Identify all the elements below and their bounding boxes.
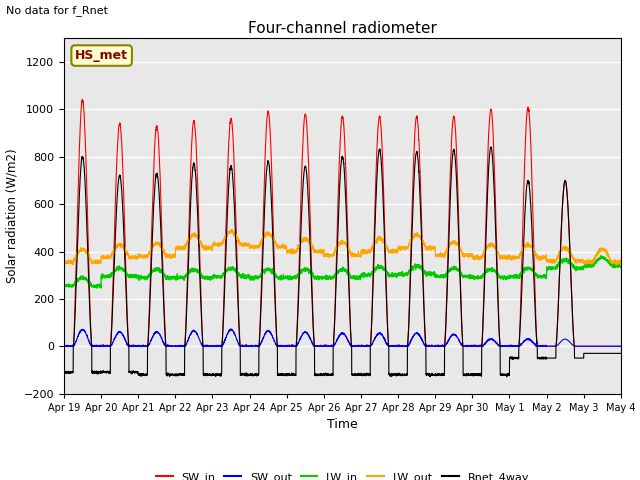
Y-axis label: Solar radiation (W/m2): Solar radiation (W/m2) — [5, 149, 18, 283]
Title: Four-channel radiometer: Four-channel radiometer — [248, 21, 437, 36]
Text: No data for f_Rnet: No data for f_Rnet — [6, 5, 108, 16]
Text: HS_met: HS_met — [75, 49, 128, 62]
Legend: SW_in, SW_out, LW_in, LW_out, Rnet_4way: SW_in, SW_out, LW_in, LW_out, Rnet_4way — [152, 468, 533, 480]
X-axis label: Time: Time — [327, 418, 358, 431]
